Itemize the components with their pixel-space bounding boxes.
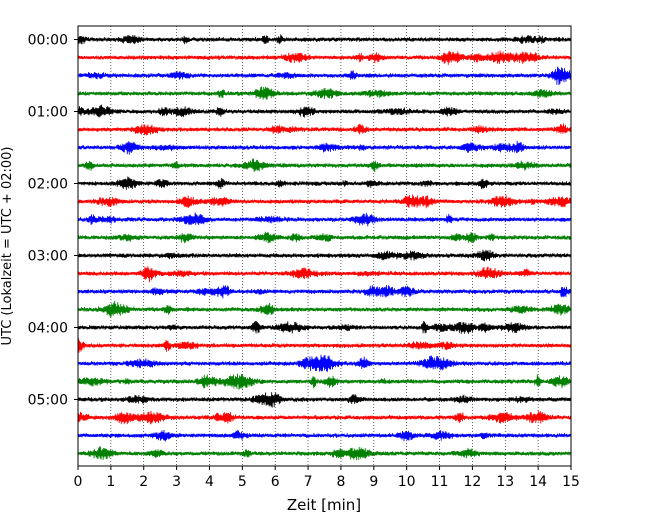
y-tick-label-5: 05:00 (28, 393, 68, 409)
trace-0545 (77, 446, 572, 461)
x-tick-label-6: 6 (271, 474, 280, 490)
x-tick-label-13: 13 (496, 474, 514, 490)
trace-0500 (77, 392, 572, 408)
trace-0315 (77, 266, 572, 283)
x-tick-label-12: 12 (463, 474, 481, 490)
x-tick-label-11: 11 (431, 474, 449, 490)
trace-0430 (77, 354, 572, 372)
y-tick-label-4: 04:00 (28, 321, 68, 337)
plot-frame (77, 25, 572, 467)
trace-0530 (77, 429, 572, 442)
seismic-traces (77, 34, 572, 461)
trace-0300 (77, 249, 572, 262)
trace-0215 (77, 194, 572, 209)
grid-lines (110, 26, 539, 466)
x-tick-label-2: 2 (139, 474, 148, 490)
trace-0015 (77, 50, 572, 65)
x-tick-label-15: 15 (562, 474, 580, 490)
x-tick-label-8: 8 (336, 474, 345, 490)
x-tick-label-7: 7 (304, 474, 313, 490)
x-tick-label-1: 1 (106, 474, 115, 490)
y-axis-label: UTC (Lokalzeit = UTC + 02:00) (0, 147, 15, 346)
x-tick-label-10: 10 (398, 474, 416, 490)
trace-0345 (77, 300, 572, 318)
trace-0230 (77, 212, 572, 227)
x-tick-label-3: 3 (172, 474, 181, 490)
x-tick-label-5: 5 (238, 474, 247, 490)
trace-0045 (77, 86, 572, 100)
y-tick-label-3: 03:00 (28, 249, 68, 265)
x-tick-label-9: 9 (369, 474, 378, 490)
x-axis-label: Zeit [min] (287, 496, 361, 514)
trace-0100 (77, 104, 572, 118)
trace-0130 (77, 140, 572, 155)
trace-0330 (77, 284, 572, 299)
trace-0030 (77, 66, 572, 86)
x-axis-ticks: 0 1 2 3 4 5 6 7 8 9 10 11 12 13 14 15 (74, 466, 580, 490)
trace-0000 (77, 34, 572, 45)
trace-0200 (77, 176, 572, 190)
y-axis-ticks: 00:00 01:00 02:00 03:00 04:00 05:00 (28, 33, 78, 409)
x-tick-label-0: 0 (74, 474, 83, 490)
x-tick-label-14: 14 (529, 474, 547, 490)
y-tick-label-2: 02:00 (28, 177, 68, 193)
trace-0415 (77, 338, 572, 353)
y-tick-label-1: 01:00 (28, 105, 68, 121)
trace-0245 (77, 231, 572, 244)
trace-0145 (77, 158, 572, 173)
x-tick-label-4: 4 (205, 474, 214, 490)
trace-0515 (77, 410, 572, 425)
trace-0400 (77, 321, 572, 334)
trace-0445 (77, 373, 572, 390)
trace-0115 (77, 123, 572, 136)
y-tick-label-0: 00:00 (28, 33, 68, 49)
